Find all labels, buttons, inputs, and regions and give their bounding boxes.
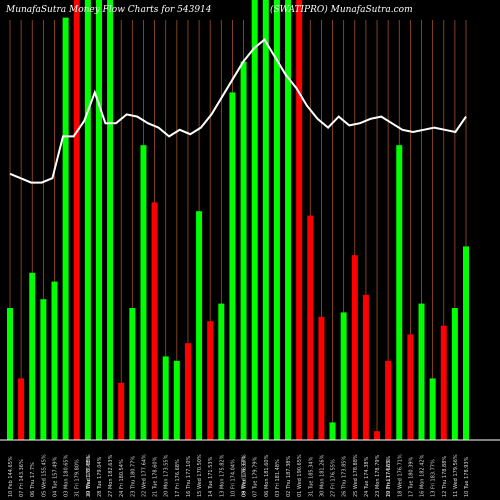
chart-site-label: (SWATIPRO) MunafaSutra.com — [270, 5, 413, 15]
bar — [140, 145, 147, 440]
bar — [162, 356, 169, 440]
bar — [351, 255, 358, 440]
bar — [51, 281, 58, 440]
bar — [240, 61, 247, 440]
price-line — [9, 38, 467, 184]
x-tick-label: 27 Mon 182.63% — [108, 454, 114, 497]
bar — [218, 303, 225, 440]
x-tick-label: 24 Tue 174.38% — [364, 456, 370, 497]
bar — [262, 0, 269, 440]
x-tick-label: 05 Wed 155.45% — [41, 454, 47, 497]
x-tick-label: 26 Thu 173.85% — [342, 456, 348, 497]
bar — [407, 334, 414, 440]
bar — [273, 0, 280, 440]
x-tick-label: 31 Tue 185.34% — [308, 456, 314, 497]
x-tick-label: 10 Tue 178.93% — [464, 456, 470, 497]
bar — [251, 0, 258, 440]
x-tick-label: 06 Mon 181.60% — [264, 454, 270, 497]
x-tick-label: 29 Wed 177.55% — [86, 454, 92, 497]
x-tick-label: 03 Fri 181.48% — [275, 459, 281, 497]
bar — [129, 308, 136, 440]
x-tick-label: 17 Tue 180.39% — [408, 456, 414, 497]
x-tick-label: 27 Fri 176.55% — [331, 459, 337, 497]
x-tick-label: 28 Tue 179.04% — [97, 456, 103, 497]
bar — [29, 272, 36, 440]
bar — [95, 0, 102, 440]
bar — [40, 299, 47, 440]
bar — [285, 0, 292, 440]
x-tick-label: 23 Thu 180.77% — [130, 456, 136, 497]
bar — [73, 0, 80, 440]
x-tick-label: 13 Mon 175.82% — [219, 454, 225, 497]
x-tick-label: 24 Fri 180.54% — [119, 459, 125, 497]
x-tick-label: 23 Mon 178.79% — [375, 454, 381, 497]
bar — [184, 343, 191, 440]
bar — [307, 215, 314, 440]
bar — [340, 312, 347, 440]
x-tick-label: 25 Wed 178.88% — [353, 454, 359, 497]
bar — [196, 211, 203, 440]
bar — [7, 308, 13, 440]
bar — [318, 316, 325, 440]
x-tick-label: 09 Thu 176.33% — [242, 456, 248, 497]
bar — [385, 360, 392, 440]
bar — [151, 202, 158, 440]
bar — [207, 321, 214, 440]
bar — [362, 294, 369, 440]
x-tick-label: 15 Wed 170.50% — [197, 454, 203, 497]
bar — [84, 0, 91, 440]
x-tick-label: 14 Tue 171.53% — [208, 456, 214, 497]
bar — [451, 308, 458, 440]
x-tick-label: 10 Fri 174.04% — [230, 459, 236, 497]
x-tick-label: 07 Tue 179.79% — [253, 456, 259, 497]
bar — [329, 422, 336, 440]
bar — [463, 246, 469, 440]
x-tick-label: 17 Fri 176.68% — [175, 459, 181, 497]
x-tick-label: 30 Mon 181.26% — [319, 454, 325, 497]
bar — [173, 360, 180, 440]
bar — [429, 378, 436, 440]
x-tick-label: 18 Wed 176.71% — [397, 454, 403, 497]
bar — [440, 325, 447, 440]
bar — [18, 378, 25, 440]
x-tick-label: 10 Feb 144.65% — [8, 456, 14, 497]
x-axis-labels: 10 Feb 144.65% 07 Fri 143.36% 06 Thu 17.7%… — [8, 454, 470, 497]
x-tick-label: 07 Fri 143.36% — [19, 459, 25, 497]
x-tick-label: 21 Tue 178.60% — [153, 456, 159, 497]
x-tick-label: 08 Wed 178.67% — [242, 454, 248, 497]
x-tick-label: 03 Mon 180.65% — [64, 454, 70, 497]
bar — [118, 382, 125, 440]
x-tick-label: 11 Wed 179.56% — [453, 454, 459, 497]
x-tick-label: 12 Thu 178.88% — [442, 456, 448, 497]
bar — [418, 303, 425, 440]
x-tick-label: 22 Wed 177.64% — [141, 454, 147, 497]
x-tick-label: 20 Fri 177.58% — [386, 459, 392, 497]
bars — [7, 0, 469, 441]
x-tick-label: 04 Tue 157.49% — [52, 456, 58, 497]
x-tick-label: 13 Fri 183.77% — [431, 459, 437, 497]
x-tick-label: 31 Fri 179.80% — [75, 459, 81, 497]
bar — [229, 92, 236, 441]
bar — [374, 431, 381, 440]
bar — [62, 17, 69, 440]
x-tick-label: 20 Mon 173.55% — [164, 454, 170, 497]
x-tick-label: 16 Thu 177.10% — [186, 456, 192, 497]
bar — [396, 145, 403, 440]
x-tick-label: 16 Mon 182.42% — [420, 454, 426, 497]
bar — [107, 0, 114, 440]
x-tick-label: 01 Wed 190.65% — [297, 454, 303, 497]
x-tick-label: 30 Thu 178.48% — [86, 456, 92, 497]
x-tick-label: 02 Thu 187.38% — [286, 456, 292, 497]
bar — [296, 0, 303, 440]
x-tick-label: 19 Thu 174.63% — [386, 456, 392, 497]
x-tick-label: 06 Thu 17.7% — [30, 462, 36, 497]
chart-title: MunafaSutra Money Flow Charts for 543914 — [6, 5, 212, 15]
